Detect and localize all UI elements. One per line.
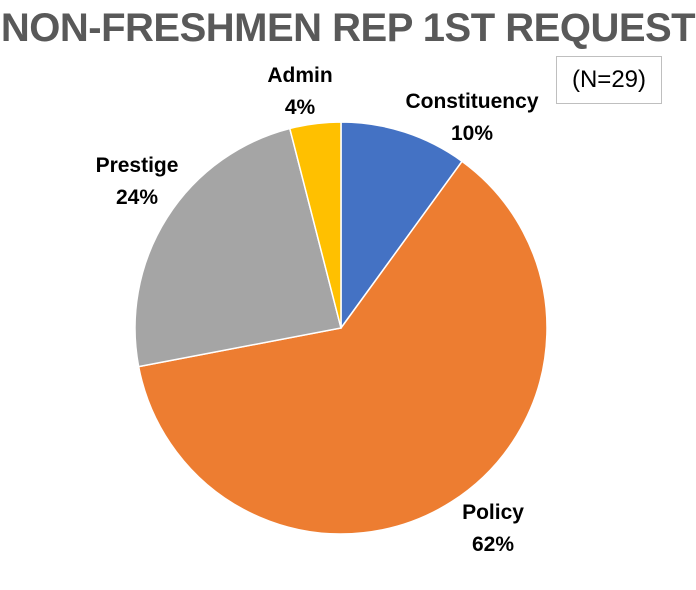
slice-label-admin: Admin (267, 64, 332, 87)
slice-label-policy: Policy (462, 501, 524, 524)
slice-value-constituency: 10% (451, 122, 493, 145)
pie-slice-constituency (340, 121, 464, 331)
slice-label-prestige: Prestige (96, 154, 179, 177)
pie-labels: Constituency 10% Policy 62% Prestige 24% Admin… (96, 64, 539, 556)
pie-slice-policy (137, 160, 548, 535)
slice-value-admin: 4% (285, 96, 316, 119)
slice-label-constituency: Constituency (405, 90, 538, 113)
sample-size-box: (N=29) (556, 56, 662, 104)
slice-value-prestige: 24% (116, 186, 158, 209)
pie-slice-prestige (134, 127, 342, 368)
pie-slices (134, 121, 548, 535)
chart-title: NON-FRESHMEN REP 1ST REQUEST (0, 6, 696, 50)
pie-slice-admin (288, 121, 342, 329)
slice-value-policy: 62% (472, 533, 514, 556)
